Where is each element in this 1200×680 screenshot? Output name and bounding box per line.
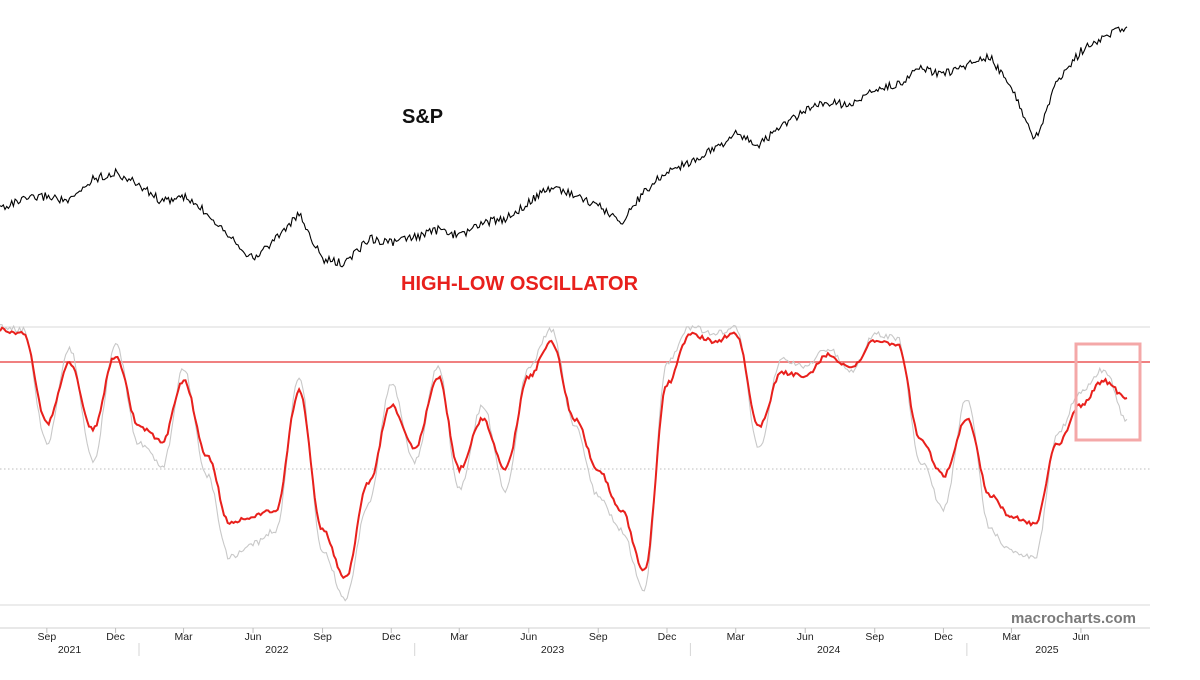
year-label: 2025 [1035,644,1059,656]
highlight-box [1074,342,1142,442]
oscillator-smoothed-line [0,326,1128,580]
oscillator-panel [0,324,1150,606]
month-tick-label: Sep [589,631,608,643]
month-tick-label: Sep [865,631,884,643]
month-tick-label: Jun [797,631,814,643]
month-tick-label: Mar [727,631,746,643]
oscillator-raw-line [0,324,1128,602]
month-tick-label: Mar [175,631,194,643]
month-tick-label: Sep [37,631,56,643]
sp-panel: S&P [0,26,1128,268]
month-tick-label: Dec [658,631,677,643]
oscillator-title: HIGH-LOW OSCILLATOR [401,273,639,295]
watermark: macrocharts.com [1011,610,1136,627]
month-tick-label: Dec [382,631,401,643]
x-axis: Sep Dec Mar Jun Sep Dec Mar Jun Sep Dec Mar Jun Sep D… [0,627,1150,656]
month-tick-label: Mar [450,631,469,643]
year-labels: 2021 2022 2023 2024 2025 [58,643,1059,656]
month-tick-label: Dec [934,631,953,643]
month-tick-label: Dec [106,631,125,643]
sp-price-line [0,26,1128,268]
month-tick-label: Mar [1002,631,1021,643]
sp-title: S&P [402,106,443,128]
year-label: 2023 [541,644,565,656]
year-label: 2024 [817,644,841,656]
month-tick-label: Jun [245,631,262,643]
year-label: 2021 [58,644,82,656]
month-tick-label: Jun [1072,631,1089,643]
year-label: 2022 [265,644,289,656]
month-ticks: Sep Dec Mar Jun Sep Dec Mar Jun Sep Dec Mar Jun Sep D… [37,628,1090,643]
month-tick-label: Jun [520,631,537,643]
month-tick-label: Sep [313,631,332,643]
